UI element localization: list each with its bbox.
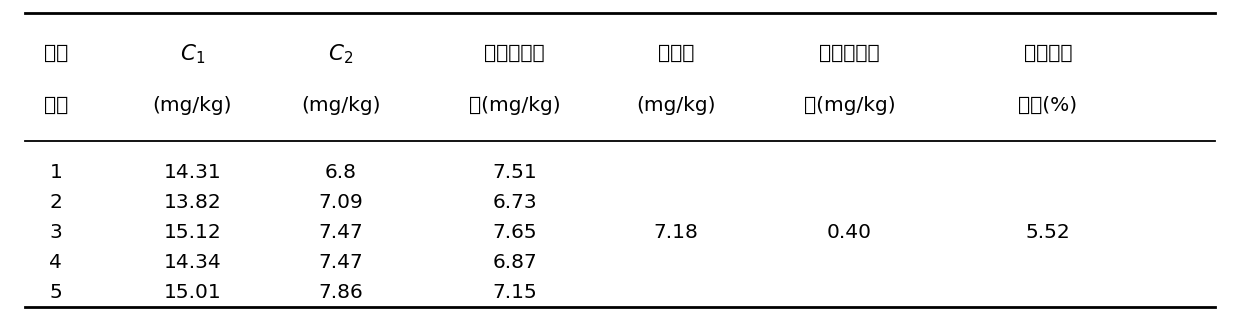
Text: 平均标准偏: 平均标准偏 [820,44,879,63]
Text: (mg/kg): (mg/kg) [301,96,381,115]
Text: 15.12: 15.12 [164,223,221,242]
Text: 量(mg/kg): 量(mg/kg) [469,96,560,115]
Text: 7.65: 7.65 [492,223,537,242]
Text: 1: 1 [50,163,62,182]
Text: 15.01: 15.01 [164,283,221,302]
Text: 7.51: 7.51 [492,163,537,182]
Text: 偏差(%): 偏差(%) [1018,96,1078,115]
Text: 平均值: 平均值 [657,44,694,63]
Text: 2: 2 [50,193,62,212]
Text: 5.52: 5.52 [1025,223,1070,242]
Text: 6.73: 6.73 [492,193,537,212]
Text: 0.40: 0.40 [827,223,872,242]
Text: 腐蚀性氯含: 腐蚀性氯含 [485,44,544,63]
Text: 7.15: 7.15 [492,283,537,302]
Text: 14.31: 14.31 [164,163,221,182]
Text: 7.09: 7.09 [319,193,363,212]
Text: (mg/kg): (mg/kg) [153,96,232,115]
Text: (mg/kg): (mg/kg) [636,96,715,115]
Text: 编号: 编号 [43,96,68,115]
Text: 3: 3 [50,223,62,242]
Text: 差(mg/kg): 差(mg/kg) [804,96,895,115]
Text: 5: 5 [50,283,62,302]
Text: 14.34: 14.34 [164,253,221,272]
Text: $C_2$: $C_2$ [329,42,353,65]
Text: 6.87: 6.87 [492,253,537,272]
Text: 6.8: 6.8 [325,163,357,182]
Text: 7.47: 7.47 [319,253,363,272]
Text: 7.18: 7.18 [653,223,698,242]
Text: 4: 4 [50,253,62,272]
Text: 样品: 样品 [43,44,68,63]
Text: 13.82: 13.82 [164,193,221,212]
Text: 7.86: 7.86 [319,283,363,302]
Text: 相对标准: 相对标准 [1023,44,1073,63]
Text: $C_1$: $C_1$ [180,42,205,65]
Text: 7.47: 7.47 [319,223,363,242]
